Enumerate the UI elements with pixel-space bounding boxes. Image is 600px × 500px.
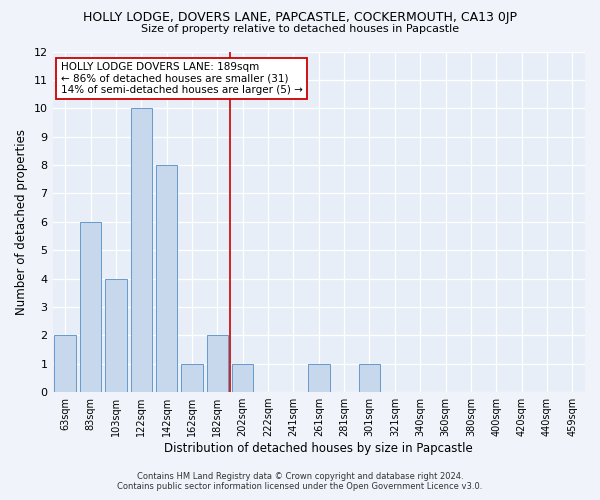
Bar [131,108,152,392]
Bar [359,364,380,392]
Text: HOLLY LODGE DOVERS LANE: 189sqm
← 86% of detached houses are smaller (31)
14% of: HOLLY LODGE DOVERS LANE: 189sqm ← 86% of… [61,62,302,95]
Y-axis label: Number of detached properties: Number of detached properties [15,129,28,315]
X-axis label: Distribution of detached houses by size in Papcastle: Distribution of detached houses by size … [164,442,473,455]
Bar [181,364,203,392]
Text: Size of property relative to detached houses in Papcastle: Size of property relative to detached ho… [141,24,459,34]
Bar [232,364,253,392]
Bar [80,222,101,392]
Bar [156,165,178,392]
Text: Contains HM Land Registry data © Crown copyright and database right 2024.
Contai: Contains HM Land Registry data © Crown c… [118,472,482,491]
Text: HOLLY LODGE, DOVERS LANE, PAPCASTLE, COCKERMOUTH, CA13 0JP: HOLLY LODGE, DOVERS LANE, PAPCASTLE, COC… [83,11,517,24]
Bar [206,336,228,392]
Bar [55,336,76,392]
Bar [105,278,127,392]
Bar [308,364,329,392]
